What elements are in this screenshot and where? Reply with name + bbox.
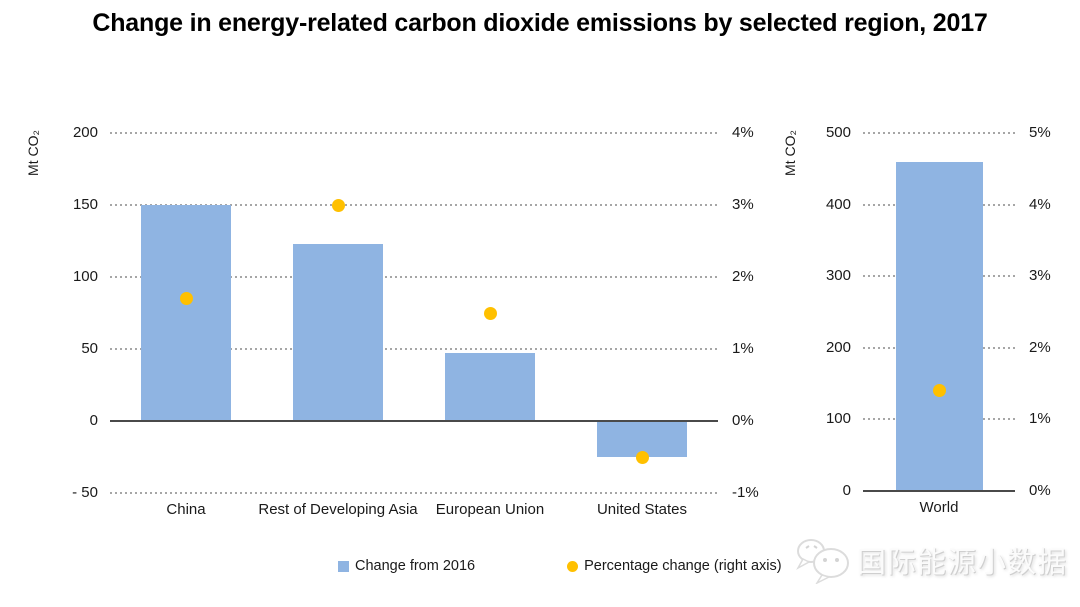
axis-zero-line	[863, 490, 1015, 492]
dot-united-states	[635, 450, 649, 464]
left-axis-tick-150: 150	[72, 196, 98, 213]
legend-label: Change from 2016	[355, 558, 476, 574]
right-axis-tick-4: 4%	[732, 124, 754, 141]
bar-china	[141, 205, 231, 421]
left-axis-tick-200: 200	[72, 124, 98, 141]
axis-zero-line	[110, 420, 718, 422]
bar-series-swatch-icon	[338, 560, 349, 572]
dot-world	[932, 384, 946, 398]
dot-european-union	[483, 306, 497, 320]
watermark-text: 国际能源小数据	[857, 547, 1068, 579]
gridline-50	[110, 348, 718, 350]
right-axis-tick-0: 0%	[1029, 482, 1051, 499]
dot-rest-of-developing-asia	[331, 198, 345, 212]
left-axis-tick-500: 500	[825, 124, 851, 141]
right-axis-tick--1: -1%	[732, 484, 759, 501]
chart-legend: Change from 2016 Percentage change (righ…	[338, 558, 782, 574]
category-label-european-union: European Union	[435, 501, 545, 518]
right-axis-tick-0: 0%	[732, 412, 754, 429]
right-axis-tick-1: 1%	[732, 340, 754, 357]
watermark: 国际能源小数据	[792, 536, 1067, 584]
dot-series-swatch-icon	[567, 560, 579, 572]
gridline-150	[110, 204, 718, 206]
left-axis-tick-400: 400	[825, 195, 851, 213]
right-axis-tick-3: 3%	[732, 196, 754, 213]
chart-title: Change in energy-related carbon dioxide …	[92, 9, 988, 37]
right-axis-tick-3: 3%	[1029, 267, 1051, 285]
left-axis-tick-0: 0	[89, 412, 98, 429]
bar-world	[895, 161, 983, 491]
left-axis-tick-200: 200	[825, 338, 851, 356]
category-label-world: World	[919, 499, 959, 516]
left-axis-tick-100: 100	[72, 268, 98, 285]
bar-european-union	[445, 353, 535, 421]
right-axis-tick-4: 4%	[1029, 195, 1051, 213]
legend-label: Percentage change (right axis)	[584, 558, 782, 574]
left-axis-tick-100: 100	[825, 410, 851, 428]
dot-china	[179, 292, 193, 306]
gridline-200	[110, 132, 718, 134]
right-axis-tick-2: 2%	[732, 268, 754, 285]
category-label-china: China	[166, 501, 206, 518]
left-axis-tick-300: 300	[825, 267, 851, 285]
wechat-icon	[796, 539, 849, 584]
left-axis-tick--50: - 50	[72, 484, 98, 501]
right-axis-tick-5: 5%	[1029, 124, 1051, 141]
category-label-rest-of-developing-asia: Rest of Developing Asia	[258, 501, 418, 518]
right-axis-tick-1: 1%	[1029, 410, 1051, 428]
gridline-500	[863, 132, 1015, 134]
legend-item-percentage-change: Percentage change (right axis)	[567, 558, 782, 574]
left-axis-tick-0: 0	[842, 482, 851, 499]
gridline-100	[110, 276, 718, 278]
category-label-united-states: United States	[596, 501, 688, 518]
legend-item-change-from-2016: Change from 2016	[338, 558, 475, 574]
bar-rest-of-developing-asia	[293, 243, 383, 421]
right-axis-tick-2: 2%	[1029, 338, 1051, 356]
left-axis-tick-50: 50	[81, 340, 98, 357]
gridline--50	[110, 492, 718, 494]
